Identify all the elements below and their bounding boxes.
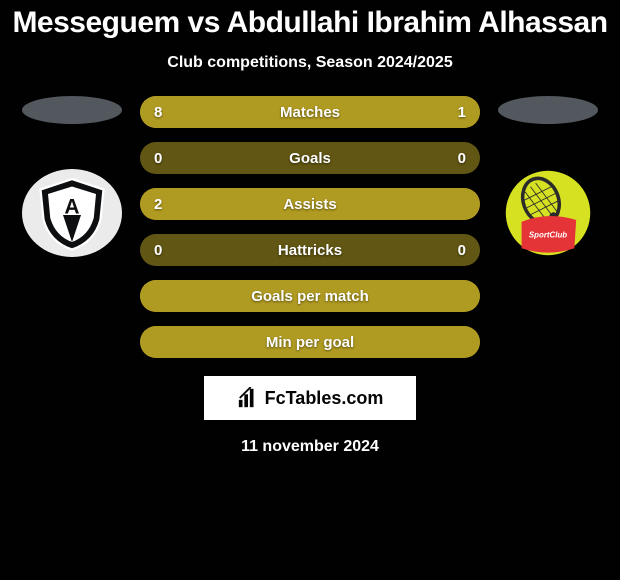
stat-bar: Assists2 bbox=[140, 188, 480, 220]
stat-bar-left-value: 8 bbox=[154, 96, 162, 128]
comparison-content: A Matches81Goals00Assists2Hattricks00Goa… bbox=[0, 96, 620, 358]
left-player-avatar-placeholder bbox=[22, 96, 122, 124]
stat-bar-label: Goals per match bbox=[140, 280, 480, 312]
right-team-badge: SportClub bbox=[498, 169, 598, 257]
stat-bar: Goals0 0 bbox=[140, 142, 480, 174]
stat-bar-left-value: 0 bbox=[154, 142, 162, 174]
right-player-side: SportClub bbox=[488, 96, 608, 257]
stat-bar: Matches8 1 bbox=[140, 96, 480, 128]
stat-bar-label: Hattricks bbox=[140, 234, 480, 266]
stat-bar-right-value: 0 bbox=[458, 234, 466, 266]
stat-bar-label: Assists bbox=[140, 188, 480, 220]
page-title: Messeguem vs Abdullahi Ibrahim Alhassan bbox=[0, 0, 620, 40]
stat-bar-right-value: 0 bbox=[458, 142, 466, 174]
attribution-text: FcTables.com bbox=[265, 388, 384, 409]
stat-bar-left-value: 0 bbox=[154, 234, 162, 266]
stat-bar-right-value: 1 bbox=[458, 96, 466, 128]
left-player-side: A bbox=[12, 96, 132, 257]
subtitle: Club competitions, Season 2024/2025 bbox=[0, 54, 620, 72]
stat-bar: Min per goal bbox=[140, 326, 480, 358]
stat-bar: Hattricks0 0 bbox=[140, 234, 480, 266]
svg-text:SportClub: SportClub bbox=[529, 231, 567, 240]
left-team-badge: A bbox=[22, 169, 122, 257]
attribution-badge: FcTables.com bbox=[204, 376, 416, 420]
stat-bar-left-value: 2 bbox=[154, 188, 162, 220]
date-text: 11 november 2024 bbox=[0, 438, 620, 456]
racket-badge-icon: SportClub bbox=[504, 169, 592, 257]
right-player-avatar-placeholder bbox=[498, 96, 598, 124]
stat-bars: Matches81Goals00Assists2Hattricks00Goals… bbox=[140, 96, 480, 358]
stat-bar-label: Matches bbox=[140, 96, 480, 128]
stat-bar-label: Goals bbox=[140, 142, 480, 174]
fctables-icon bbox=[237, 387, 259, 409]
stat-bar-label: Min per goal bbox=[140, 326, 480, 358]
stat-bar: Goals per match bbox=[140, 280, 480, 312]
shield-icon: A bbox=[32, 176, 112, 251]
